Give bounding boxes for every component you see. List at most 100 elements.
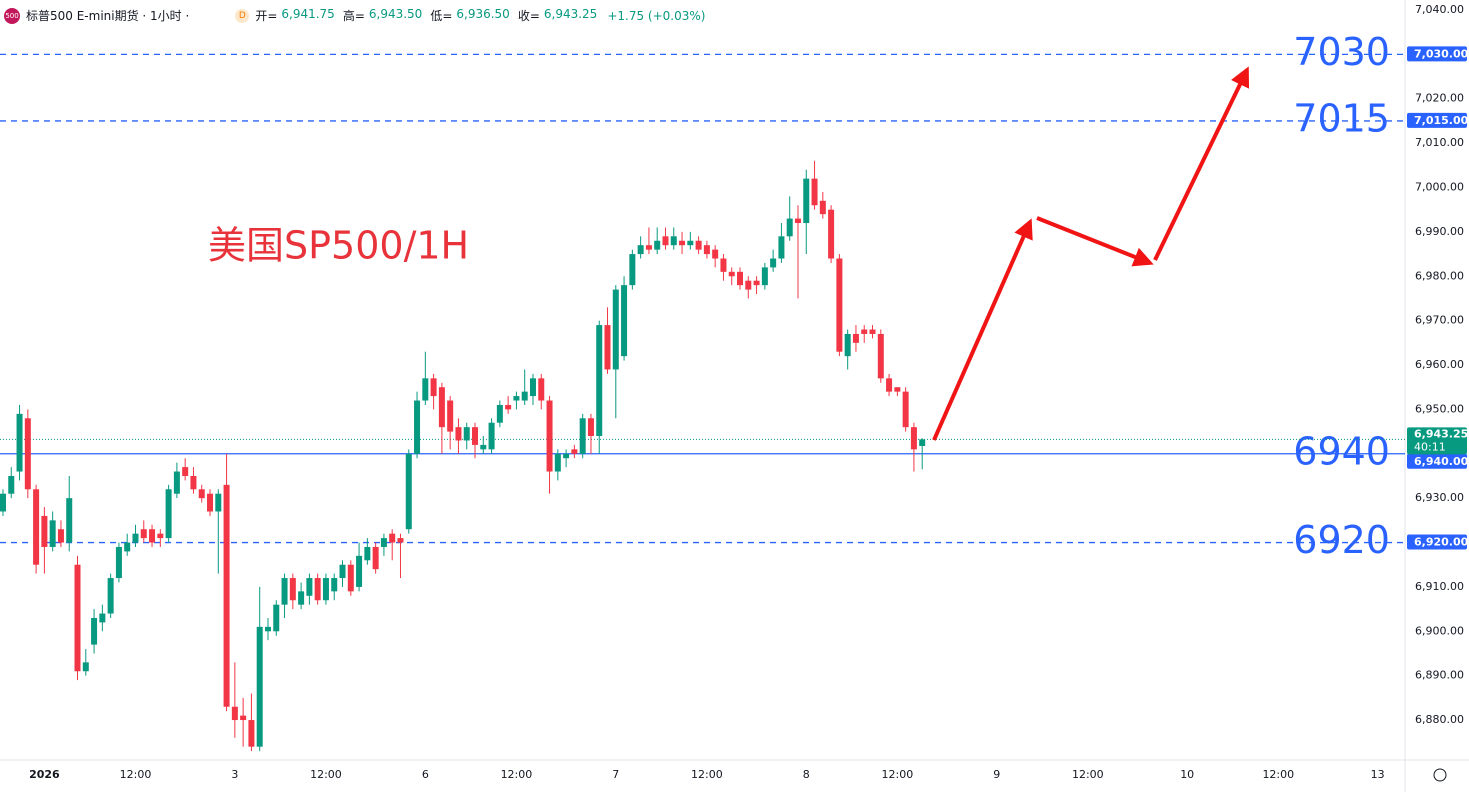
- x-tick-label: 7: [612, 768, 619, 781]
- y-tick-label: 7,000.00: [1415, 181, 1464, 194]
- candle-body: [240, 715, 247, 721]
- candle-body: [173, 471, 180, 494]
- candle-body: [389, 533, 396, 543]
- x-tick-label: 13: [1371, 768, 1385, 781]
- candle-body: [612, 289, 619, 370]
- y-tick-label: 7,020.00: [1415, 92, 1464, 105]
- ohlc-value: 6,943.50: [368, 7, 423, 21]
- candle-body: [66, 498, 73, 543]
- y-tick-label: 6,960.00: [1415, 358, 1464, 371]
- annotation: 美国SP500/1H: [208, 224, 469, 268]
- candle-body: [712, 249, 719, 259]
- candle-body: [33, 489, 40, 565]
- candle-body: [356, 555, 363, 587]
- candle-body: [596, 325, 603, 437]
- candle-body: [836, 258, 843, 352]
- candle-body: [140, 529, 147, 539]
- candle-body: [844, 333, 851, 357]
- x-tick-label: 2026: [29, 768, 60, 781]
- candle-body: [248, 720, 255, 747]
- level-tag-label: 7,030.00: [1414, 47, 1469, 60]
- ohlc-key: 开=: [255, 9, 278, 23]
- y-tick-label: 7,010.00: [1415, 136, 1464, 149]
- legend-header: 500 标普500 E-mini期货 · 1小时 · D 开= 6,941.75 高…: [4, 7, 705, 24]
- candle-body: [207, 493, 214, 512]
- y-tick-label: 6,990.00: [1415, 225, 1464, 238]
- candle-body: [869, 329, 876, 334]
- candle-body: [264, 626, 271, 632]
- candle-body: [190, 475, 197, 490]
- candle-body: [629, 254, 636, 286]
- y-tick-label: 6,950.00: [1415, 402, 1464, 415]
- candle-body: [546, 400, 553, 472]
- candle-body: [430, 378, 437, 397]
- candle-body: [306, 578, 313, 596]
- level-tag-label: 6,940.00: [1414, 455, 1469, 468]
- ohlc-key: 低=: [430, 9, 453, 23]
- candle-body: [662, 236, 669, 246]
- level-tag: [1407, 534, 1467, 550]
- arrow: [1036, 216, 1154, 267]
- last-price-tag: [1407, 427, 1467, 455]
- candle-body: [165, 489, 172, 539]
- candle-body: [115, 546, 122, 579]
- candle-body: [124, 542, 131, 552]
- candle-body: [886, 378, 893, 392]
- candle-body: [679, 240, 686, 246]
- x-tick-label: 12:00: [691, 768, 723, 781]
- y-tick-label: 6,980.00: [1415, 269, 1464, 282]
- candle-body: [281, 578, 288, 605]
- candle-body: [182, 467, 189, 476]
- settings-button[interactable]: [1433, 768, 1447, 782]
- level-tag: [1407, 112, 1467, 128]
- ohlc-value: 6,941.75: [281, 7, 335, 21]
- candle-body: [819, 200, 826, 215]
- candle-body: [49, 520, 56, 547]
- level-tag: [1407, 46, 1467, 62]
- candle-body: [405, 453, 412, 530]
- symbol-title: 标普500 E-mini期货 · 1小时 ·: [26, 9, 190, 23]
- candle-body: [397, 538, 404, 543]
- candle-body: [231, 706, 238, 721]
- countdown: 40:11: [1414, 440, 1446, 453]
- last-price-label: 6,943.25: [1414, 427, 1468, 440]
- y-tick-label: 6,910.00: [1415, 580, 1464, 593]
- candle-body: [198, 489, 205, 499]
- candle-body: [273, 604, 280, 632]
- y-tick-label: 7,040.00: [1415, 3, 1464, 16]
- ohlc-value: 6,943.25: [543, 7, 598, 21]
- candle-body: [877, 333, 884, 379]
- level-value: 7015: [1293, 96, 1390, 140]
- candle-body: [380, 538, 387, 547]
- candle-body: [670, 236, 677, 246]
- candle-body: [372, 546, 379, 570]
- candle-body: [41, 515, 48, 547]
- candle-body: [538, 378, 545, 401]
- candle-body: [496, 404, 503, 423]
- candle-body: [794, 218, 801, 224]
- candle-body: [298, 591, 305, 605]
- candle-body: [422, 378, 429, 401]
- x-tick-label: 12:00: [1262, 768, 1294, 781]
- candle-body: [16, 413, 23, 472]
- level-value: 6940: [1293, 429, 1390, 473]
- symbol-icon: 500: [4, 7, 20, 24]
- x-tick-label: 6: [422, 768, 429, 781]
- candle-body: [414, 400, 421, 454]
- candle-body: [215, 493, 222, 512]
- candle-body: [99, 613, 106, 623]
- ohlc-key: 收=: [517, 9, 540, 23]
- arrow: [1153, 66, 1250, 261]
- x-tick-label: 12:00: [882, 768, 914, 781]
- candle-body: [720, 258, 727, 272]
- y-tick-label: 6,900.00: [1415, 624, 1464, 637]
- candle-body: [770, 258, 777, 268]
- candle-body: [322, 578, 329, 601]
- candle-body: [786, 218, 793, 237]
- level-value: 7030: [1293, 30, 1390, 74]
- candle-body: [910, 427, 917, 450]
- candle-body: [223, 484, 230, 707]
- x-tick-label: 12:00: [310, 768, 342, 781]
- y-tick-label: 6,890.00: [1415, 669, 1464, 682]
